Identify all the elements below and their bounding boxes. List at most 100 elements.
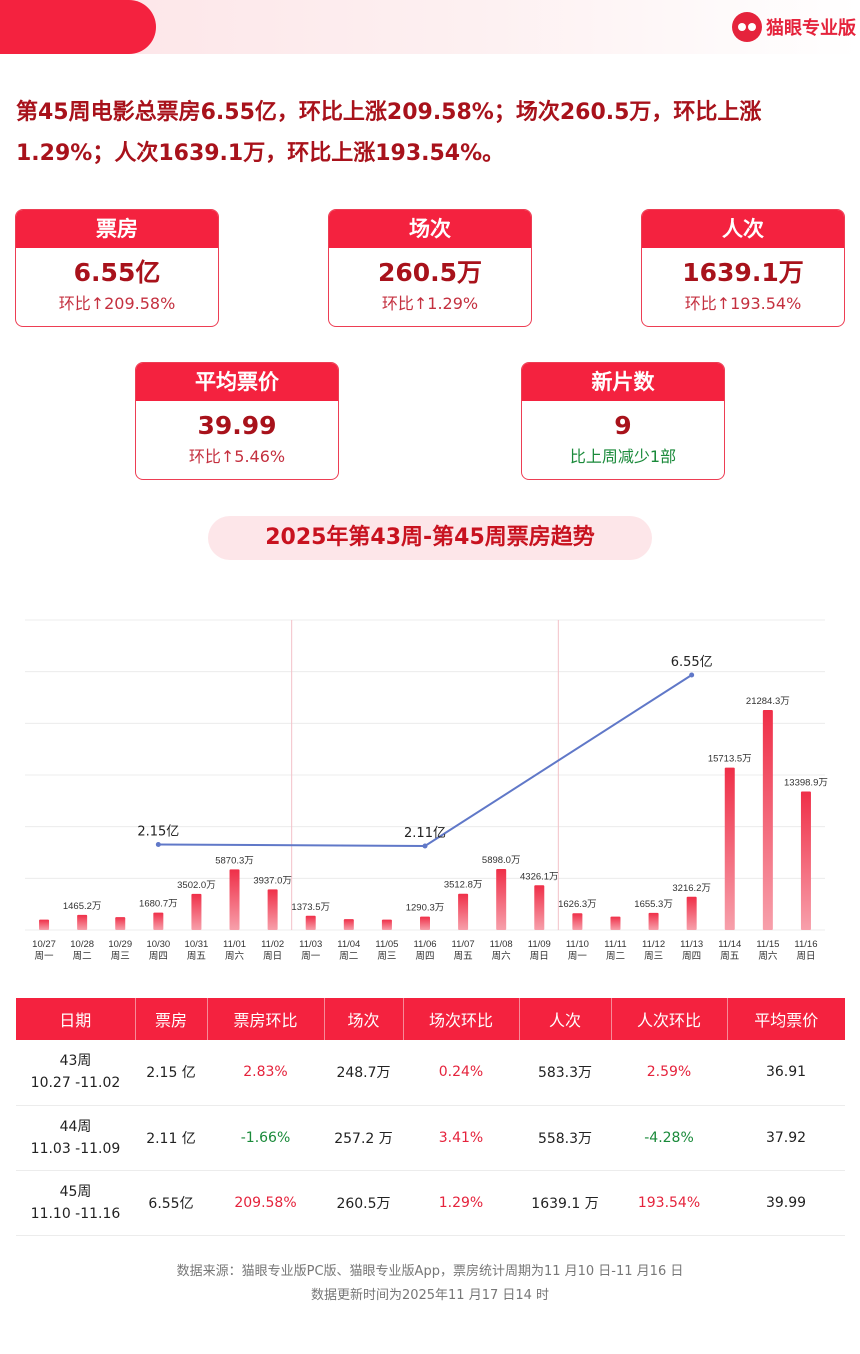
chart-bar [77,914,88,930]
x-tick-label: 11/05 [375,939,398,950]
admissions-change-cell: 2.59% [611,1040,727,1106]
x-tick-label: 11/12 [642,939,665,950]
week-cell: 44周 11.03 -11.09 [16,1105,135,1171]
card-screenings: 场次 260.5万 环比↑1.29% [328,209,532,327]
chart-bar [191,893,202,930]
x-tick-weekday: 周二 [73,951,92,962]
column-header: 票房环比 [207,998,325,1040]
bar-value-label: 4326.1万 [520,871,559,882]
screenings-cell: 248.7万 [324,1040,403,1106]
x-tick-label: 11/01 [223,939,246,950]
card-change: 环比↑5.46% [188,447,286,466]
avg-price-cell: 36.91 [727,1040,845,1106]
x-tick-weekday: 周四 [149,951,168,962]
card-change: 环比↑193.54% [684,294,802,313]
card-box-office: 票房 6.55亿 环比↑209.58% [15,209,219,327]
week-cell: 45周 11.10 -11.16 [16,1170,135,1236]
x-tick-label: 11/03 [299,939,322,950]
card-title: 票房 [16,210,218,248]
screenings-change-cell: 0.24% [403,1040,519,1106]
x-tick-label: 11/11 [604,939,626,950]
chart-bar [115,917,126,930]
week-label: 43周 [59,1053,92,1070]
column-header: 场次环比 [403,998,520,1040]
card-value: 260.5万 [377,258,483,287]
chart-bar [572,913,583,930]
bar-value-label: 13398.9万 [784,778,828,789]
x-tick-weekday: 周五 [454,951,473,962]
x-tick-label: 10/29 [108,939,132,950]
weekly-total-line [158,674,693,848]
x-tick-weekday: 周三 [111,951,130,962]
chart-bar [496,869,507,930]
header-accent-pill [0,0,156,54]
admissions-cell: 583.3万 [519,1040,611,1106]
x-tick-weekday: 周二 [606,951,625,962]
x-tick-label: 10/31 [185,939,209,950]
chart-bar [381,919,392,930]
card-admissions: 人次 1639.1万 环比↑193.54% [641,209,845,327]
x-tick-label: 11/10 [566,939,589,950]
x-tick-label: 11/16 [794,939,817,950]
x-tick-label: 10/30 [146,939,170,950]
chart-bar [229,869,240,930]
chart-bar [610,916,621,930]
x-tick-label: 10/27 [32,939,56,950]
x-tick-weekday: 周一 [35,951,55,962]
box-office-cell: 2.11 亿 [135,1105,207,1171]
x-tick-weekday: 周日 [530,951,549,962]
column-header: 日期 [16,998,136,1040]
x-tick-label: 11/02 [261,939,284,950]
x-tick-weekday: 周五 [720,951,739,962]
bar-value-label: 5898.0万 [482,855,521,866]
x-tick-label: 11/15 [756,939,779,950]
column-header: 票房 [135,998,208,1040]
table-row: 43周 10.27 -11.02 2.15 亿 2.83% 248.7万 0.24… [16,1040,845,1106]
box-office-cell: 6.55亿 [135,1170,207,1236]
bar-value-label: 1680.7万 [139,899,178,910]
column-header: 平均票价 [727,998,845,1040]
screenings-cell: 260.5万 [324,1170,403,1236]
chart-bar [800,791,811,930]
chart-bar [534,885,545,930]
card-new-films: 新片数 9 比上周减少1部 [521,362,725,480]
x-tick-label: 11/13 [680,939,703,950]
card-title: 新片数 [522,363,724,401]
weekly-total-label: 2.15亿 [137,824,179,839]
x-tick-weekday: 周三 [644,951,663,962]
x-tick-weekday: 周三 [377,951,396,962]
bar-value-label: 1465.2万 [63,901,102,912]
chart-bar [39,919,50,930]
x-tick-weekday: 周日 [263,951,282,962]
card-value: 1639.1万 [682,258,804,287]
week-range: 11.03 -11.09 [30,1140,121,1157]
column-header: 人次环比 [611,998,728,1040]
bar-value-label: 1626.3万 [558,899,597,910]
x-tick-weekday: 周四 [415,951,434,962]
x-tick-label: 11/04 [337,939,360,950]
card-avg-price: 平均票价 39.99 环比↑5.46% [135,362,339,480]
week-range: 11.10 -11.16 [30,1205,121,1222]
box-office-change-cell: -1.66% [207,1105,324,1171]
weekly-total-label: 2.11亿 [404,826,446,841]
chart-bar [648,912,659,930]
bar-value-label: 3937.0万 [253,875,292,886]
maoyan-cat-logo-icon [732,12,762,42]
admissions-change-cell: 193.54% [611,1170,727,1236]
card-value: 6.55亿 [73,258,161,287]
bar-value-label: 3216.2万 [672,883,711,894]
bar-value-label: 1290.3万 [406,903,445,914]
card-title: 平均票价 [136,363,338,401]
bar-value-label: 1655.3万 [634,899,673,910]
chart-bar [153,912,164,930]
card-change: 比上周减少1部 [569,447,677,466]
x-tick-weekday: 周一 [301,951,321,962]
x-tick-label: 11/14 [718,939,741,950]
card-title: 人次 [642,210,844,248]
chart-bar [686,896,697,930]
bar-value-label: 21284.3万 [746,696,790,707]
week-cell: 43周 10.27 -11.02 [16,1040,135,1106]
weekly-total-label: 6.55亿 [671,655,713,670]
chart-bar [343,919,354,930]
avg-price-cell: 37.92 [727,1105,845,1171]
